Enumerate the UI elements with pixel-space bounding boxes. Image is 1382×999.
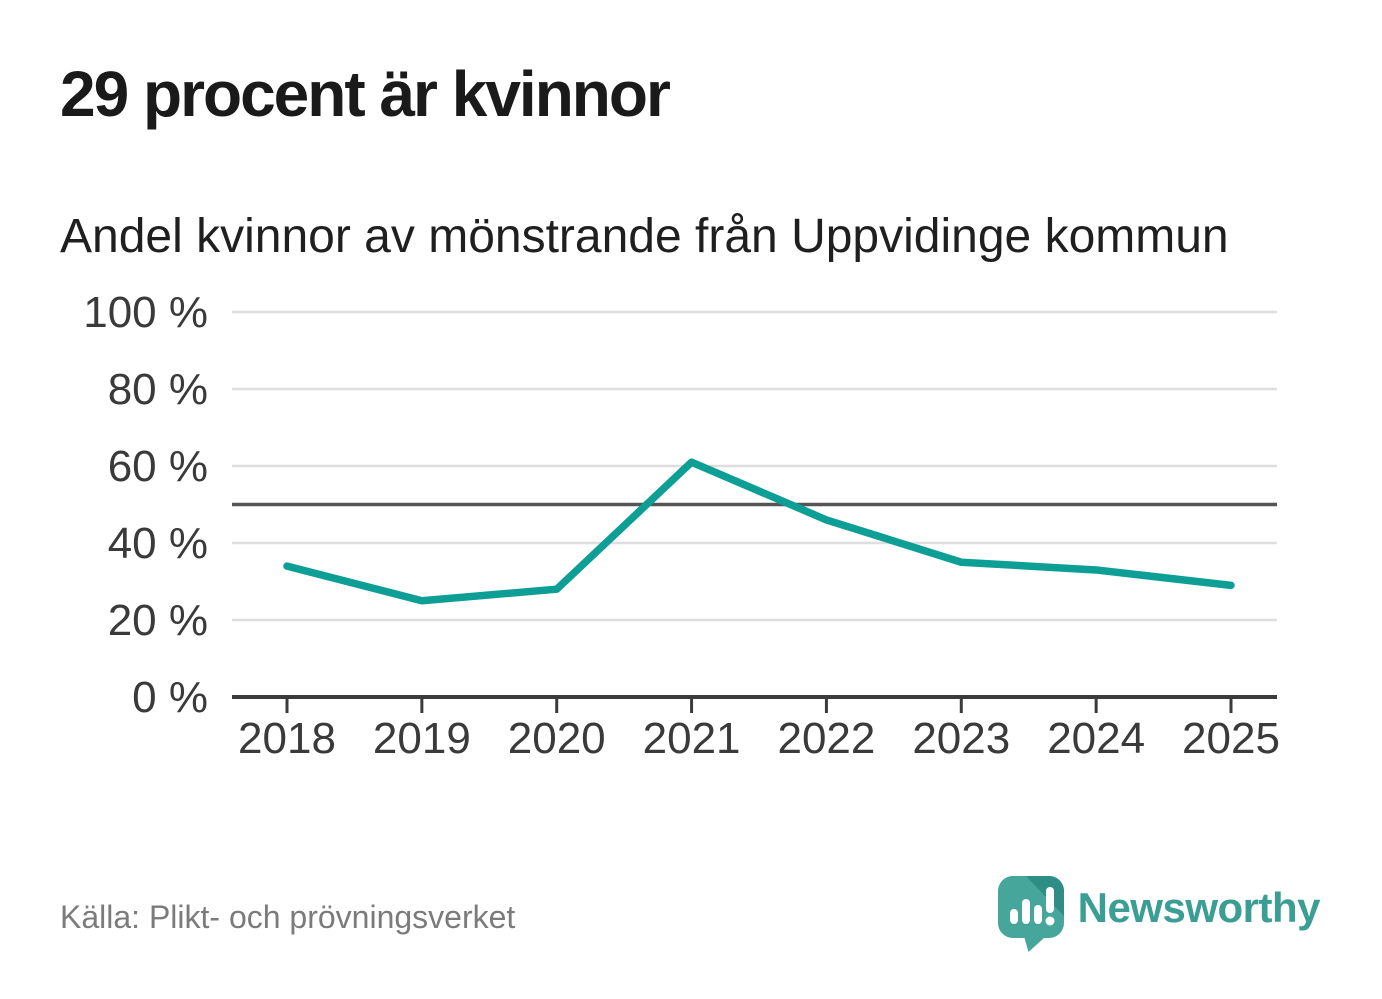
brand-logo: Newsworthy <box>997 876 1321 954</box>
x-axis-label: 2018 <box>238 714 336 763</box>
x-axis-label: 2023 <box>912 714 1010 763</box>
y-axis-label: 80 % <box>108 365 208 414</box>
bar-chart-speech-bubble-icon <box>997 876 1064 952</box>
data-line <box>283 458 1235 605</box>
y-axis-label: 40 % <box>108 519 208 568</box>
x-axis-label: 2021 <box>643 714 741 763</box>
x-axis-label: 2025 <box>1182 714 1280 763</box>
chart-subtitle: Andel kvinnor av mönstrande från Uppvidi… <box>60 210 1229 263</box>
page-title: 29 procent är kvinnor <box>60 58 671 130</box>
source-note: Källa: Plikt- och prövningsverket <box>60 899 516 935</box>
x-axis-label: 2022 <box>777 714 875 763</box>
x-axis-label: 2019 <box>373 714 471 763</box>
y-axis-label: 20 % <box>108 596 208 645</box>
y-axis-label: 100 % <box>83 288 208 337</box>
x-axis-label: 2020 <box>508 714 606 763</box>
y-axis-label: 0 % <box>132 673 208 722</box>
brand-wordmark: Newsworthy <box>1077 884 1321 931</box>
y-axis-label: 60 % <box>108 442 208 491</box>
x-axis-label: 2024 <box>1047 714 1145 763</box>
